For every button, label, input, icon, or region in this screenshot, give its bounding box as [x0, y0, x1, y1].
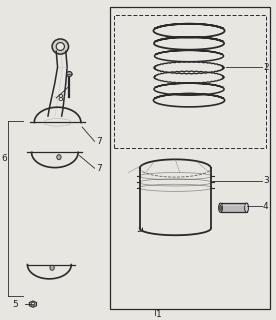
Ellipse shape [52, 39, 68, 54]
Ellipse shape [219, 203, 222, 212]
Text: 7: 7 [96, 164, 102, 173]
Circle shape [31, 302, 34, 306]
Circle shape [50, 265, 54, 270]
Text: 1: 1 [156, 310, 162, 319]
Circle shape [57, 155, 61, 160]
Text: 3: 3 [263, 176, 269, 185]
Text: 6: 6 [1, 154, 7, 163]
Ellipse shape [220, 205, 221, 210]
Text: 8: 8 [58, 93, 63, 102]
Text: 4: 4 [263, 202, 269, 211]
Ellipse shape [56, 43, 64, 51]
Polygon shape [29, 301, 36, 307]
Bar [221, 203, 246, 212]
Text: 5: 5 [12, 300, 18, 308]
Ellipse shape [245, 203, 248, 212]
Bar [110, 7, 270, 309]
Bar [114, 15, 266, 148]
Ellipse shape [67, 71, 72, 76]
Text: 7: 7 [96, 137, 102, 146]
Text: 2: 2 [263, 63, 269, 72]
